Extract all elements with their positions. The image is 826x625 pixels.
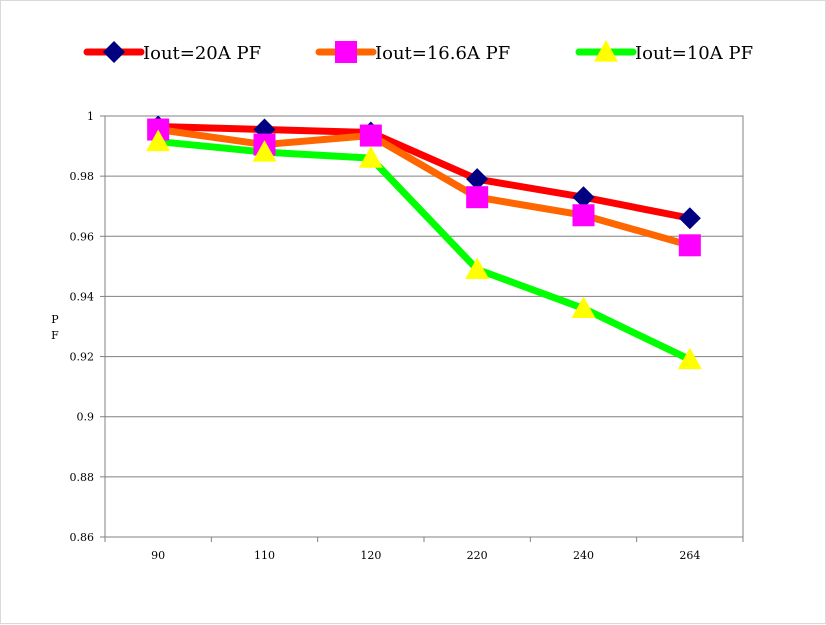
data-point xyxy=(678,234,701,257)
data-point xyxy=(571,296,596,319)
y-tick-label: 0.94 xyxy=(70,290,95,303)
x-tick-label: 120 xyxy=(360,549,381,562)
legend-label: Iout=10A PF xyxy=(635,43,753,64)
x-axis: 90 110 120 220 240 264 xyxy=(104,537,744,562)
data-point xyxy=(466,168,489,191)
legend-marker xyxy=(103,41,125,63)
y-tick-label: 0.92 xyxy=(70,351,95,364)
series-line xyxy=(154,138,694,364)
legend-marker xyxy=(594,40,618,62)
y-tick-label: 0.88 xyxy=(70,471,95,484)
x-tick-label: 110 xyxy=(254,549,275,562)
x-tick-label: 90 xyxy=(151,549,165,562)
x-tick-label: 264 xyxy=(679,549,700,562)
data-point xyxy=(466,186,489,209)
series-markers xyxy=(146,115,702,370)
gridlines xyxy=(105,175,743,478)
data-point xyxy=(572,186,595,209)
legend: Iout=20A PF Iout=16.6A PF Iout=10A PF xyxy=(83,40,753,64)
data-point xyxy=(146,129,171,152)
y-axis: 0.86 0.88 0.9 0.92 0.94 0.96 0.98 1 xyxy=(70,110,105,544)
data-point xyxy=(677,347,702,370)
x-tick-label: 240 xyxy=(573,549,594,562)
series-line xyxy=(154,126,694,249)
legend-marker xyxy=(335,41,357,63)
y-tick-label: 0.86 xyxy=(70,531,95,544)
legend-label: Iout=16.6A PF xyxy=(375,43,510,64)
y-tick-label: 0.98 xyxy=(70,170,95,183)
data-point xyxy=(358,146,383,168)
data-point xyxy=(252,140,277,162)
data-point xyxy=(465,257,490,279)
series-lines xyxy=(154,123,694,364)
y-tick-label: 0.96 xyxy=(70,230,95,243)
series-line xyxy=(154,123,694,222)
data-point xyxy=(359,124,382,147)
data-point xyxy=(572,204,595,227)
data-point xyxy=(678,207,701,230)
y-tick-label: 1 xyxy=(87,110,94,123)
legend-label: Iout=20A PF xyxy=(143,43,261,64)
plot-area xyxy=(104,115,744,538)
data-point xyxy=(147,118,170,141)
x-tick-label: 220 xyxy=(467,549,488,562)
y-tick-label: 0.9 xyxy=(77,411,95,424)
